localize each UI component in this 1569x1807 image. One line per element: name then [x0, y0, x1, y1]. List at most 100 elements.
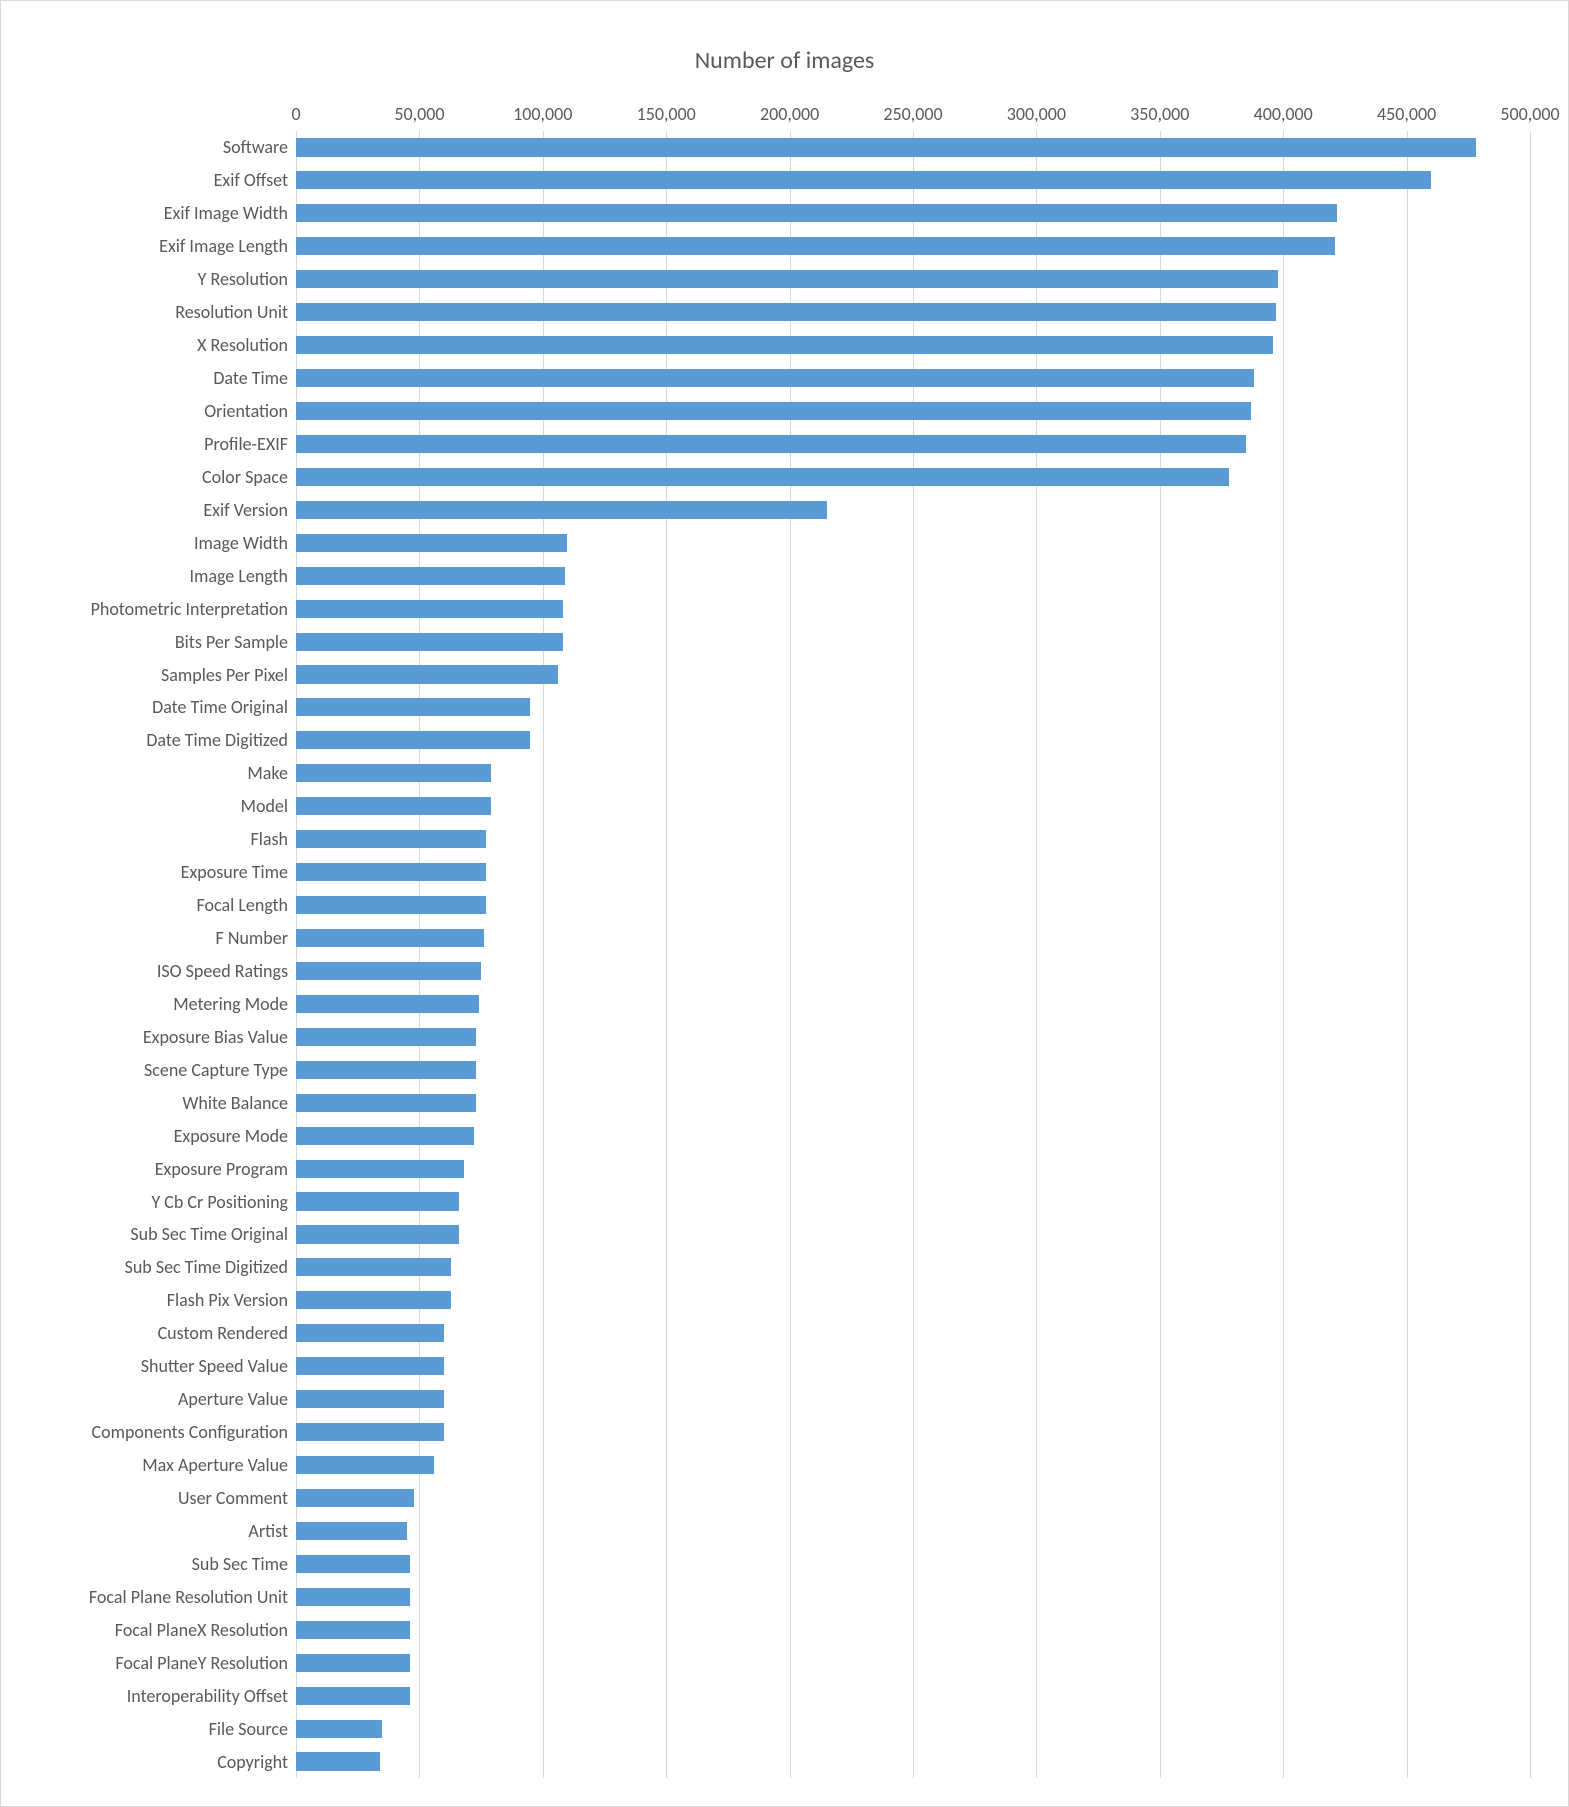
category-label: Components Configuration [92, 1421, 297, 1443]
category-label: Focal Length [197, 894, 296, 916]
bar [296, 764, 491, 782]
bar-row [296, 691, 1530, 724]
x-tick-label: 100,000 [513, 103, 572, 125]
category-label: Sub Sec Time Original [130, 1223, 296, 1245]
bar [296, 830, 486, 848]
category-label: Image Width [194, 532, 296, 554]
category-label: White Balance [182, 1092, 296, 1114]
x-tick-label: 250,000 [883, 103, 942, 125]
bar [296, 600, 563, 618]
category-label: Interoperability Offset [127, 1685, 296, 1707]
bar [296, 1061, 476, 1079]
bar-row [296, 197, 1530, 230]
category-label: Profile-EXIF [204, 433, 296, 455]
bar [296, 1588, 410, 1606]
plot-area: 050,000100,000150,000200,000250,000300,0… [296, 131, 1530, 1778]
bar-row [296, 658, 1530, 691]
bar-row [296, 757, 1530, 790]
bar [296, 1324, 444, 1342]
bar-row [296, 1020, 1530, 1053]
category-label: Sub Sec Time [192, 1553, 296, 1575]
bar-row [296, 1482, 1530, 1515]
bar [296, 369, 1254, 387]
bar-row [296, 1679, 1530, 1712]
category-label: Sub Sec Time Digitized [125, 1256, 296, 1278]
bar [296, 863, 486, 881]
bar [296, 1028, 476, 1046]
bar [296, 1555, 410, 1573]
category-label: Max Aperture Value [142, 1454, 296, 1476]
bar-row [296, 922, 1530, 955]
bar [296, 1621, 410, 1639]
category-label: Y Cb Cr Positioning [151, 1191, 296, 1213]
x-tick-label: 200,000 [760, 103, 819, 125]
bar [296, 468, 1229, 486]
bar [296, 534, 567, 552]
bar [296, 1225, 459, 1243]
bar [296, 1357, 444, 1375]
bar-row [296, 1547, 1530, 1580]
x-tick-label: 0 [291, 103, 300, 125]
x-tick-label: 400,000 [1254, 103, 1313, 125]
category-label: User Comment [178, 1487, 296, 1509]
category-label: Exposure Time [181, 861, 296, 883]
category-label: Focal Plane Resolution Unit [89, 1586, 296, 1608]
bar [296, 138, 1476, 156]
category-label: Model [241, 795, 296, 817]
bar-row [296, 1350, 1530, 1383]
bar [296, 1127, 474, 1145]
bar [296, 501, 827, 519]
bar [296, 1258, 451, 1276]
bar [296, 962, 481, 980]
bar [296, 1522, 407, 1540]
bar [296, 1456, 434, 1474]
bar-row [296, 592, 1530, 625]
bar-row [296, 559, 1530, 592]
bar [296, 1094, 476, 1112]
bar-row [296, 625, 1530, 658]
x-tick-label: 500,000 [1500, 103, 1559, 125]
bar-row [296, 856, 1530, 889]
bar-row [296, 329, 1530, 362]
bar [296, 1192, 459, 1210]
bar [296, 567, 565, 585]
category-label: Focal PlaneY Resolution [115, 1652, 296, 1674]
category-label: Exif Offset [214, 169, 296, 191]
x-tick-label: 300,000 [1007, 103, 1066, 125]
category-label: Color Space [202, 466, 296, 488]
category-label: Exposure Mode [174, 1125, 296, 1147]
bar [296, 204, 1337, 222]
category-label: Photometric Interpretation [91, 598, 296, 620]
bar [296, 336, 1273, 354]
category-label: F Number [216, 927, 296, 949]
bar-row [296, 460, 1530, 493]
x-tick-label: 450,000 [1377, 103, 1436, 125]
bar-row [296, 1284, 1530, 1317]
bar-row [296, 889, 1530, 922]
bar-row [296, 493, 1530, 526]
bar [296, 665, 558, 683]
category-label: Copyright [217, 1751, 296, 1773]
bar-row [296, 427, 1530, 460]
category-label: Exif Version [203, 499, 296, 521]
category-label: Exposure Program [155, 1158, 296, 1180]
bar [296, 270, 1278, 288]
bar [296, 731, 530, 749]
bar-row [296, 296, 1530, 329]
bar-row [296, 1745, 1530, 1778]
category-label: Flash Pix Version [167, 1289, 296, 1311]
bar-row [296, 362, 1530, 395]
category-label: File Source [209, 1718, 296, 1740]
x-tick-label: 150,000 [637, 103, 696, 125]
bar-chart: Number of images 050,000100,000150,00020… [0, 0, 1569, 1807]
category-label: Exif Image Length [159, 235, 296, 257]
bar-row [296, 263, 1530, 296]
category-label: Metering Mode [173, 993, 296, 1015]
bar-row [296, 1416, 1530, 1449]
bar-row [296, 1449, 1530, 1482]
category-label: Make [247, 762, 296, 784]
bar-row [296, 724, 1530, 757]
bar-row [296, 1053, 1530, 1086]
category-label: Samples Per Pixel [161, 664, 296, 686]
bar-row [296, 164, 1530, 197]
